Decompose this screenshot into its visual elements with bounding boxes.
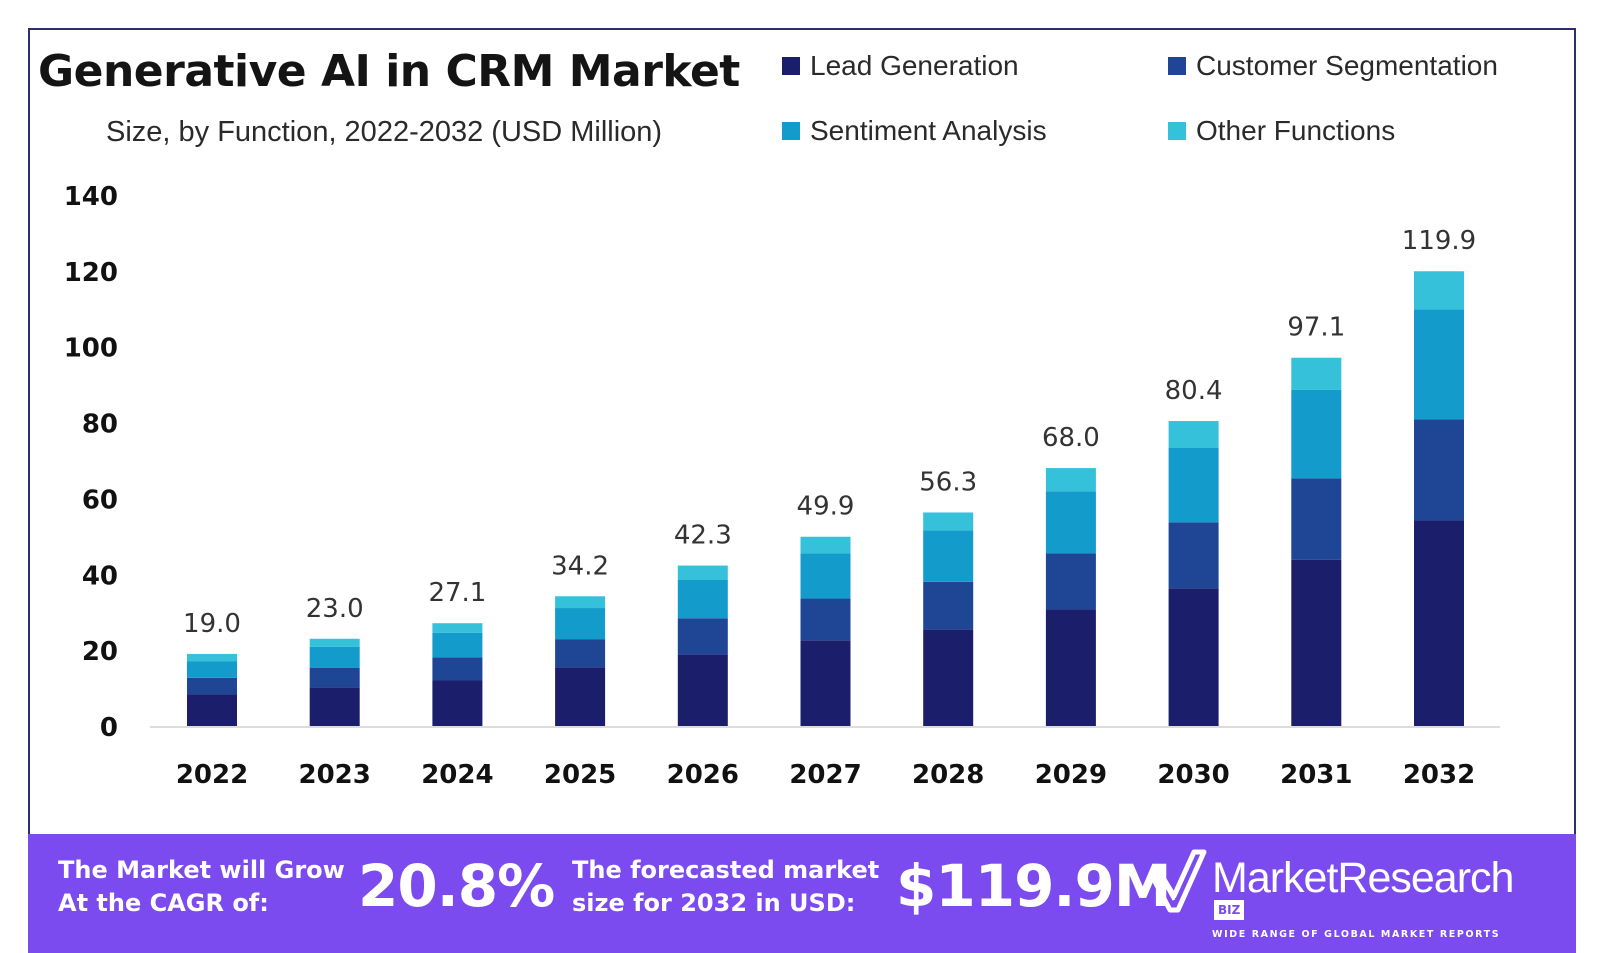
bar-segment-other-functions [923,512,974,531]
x-tick-label: 2027 [789,760,861,790]
bar-segment-sentiment-analysis [187,661,237,678]
bar-segment-customer-segmentation [555,639,606,668]
bar-segment-lead-generation [1168,588,1219,726]
x-tick-label: 2030 [1157,760,1229,790]
bar-segment-sentiment-analysis [309,646,360,668]
cagr-value: 20.8% [358,852,555,920]
legend-item-sentiment-analysis: Sentiment Analysis [782,115,1047,147]
bar-segment-customer-segmentation [1414,419,1464,521]
forecast-value: $119.9M [896,852,1172,920]
x-tick-label: 2029 [1035,760,1107,790]
bar-segment-sentiment-analysis [1291,389,1342,479]
x-tick-label: 2028 [912,760,984,790]
bar-segment-lead-generation [432,680,483,726]
legend-swatch-sentiment-analysis [782,122,800,140]
legend-swatch-other-functions [1168,122,1186,140]
legend-item-customer-segmentation: Customer Segmentation [1168,50,1498,82]
stacked-bar-chart: 0 20 40 60 80 100 120 140 19.0 2022 23.0 2023 27.1 20… [64,182,1500,790]
x-tick-label: 2026 [667,760,739,790]
legend-label: Lead Generation [810,50,1019,81]
bar-segment-customer-segmentation [187,677,237,695]
total-data-label: 80.4 [1165,376,1223,406]
brand-suffix: BIZ [1214,900,1245,920]
bar-segment-other-functions [1045,468,1096,492]
bar-segment-customer-segmentation [677,618,728,655]
bar-segment-other-functions [187,653,237,662]
x-tick-label: 2025 [544,760,616,790]
y-tick-label: 100 [64,334,118,364]
bar-segment-customer-segmentation [309,667,360,688]
bar-segment-customer-segmentation [1168,522,1219,589]
bar-segment-lead-generation [309,687,360,726]
bar-segment-other-functions [677,565,728,580]
x-tick-label: 2031 [1280,760,1352,790]
bar-segment-customer-segmentation [1045,553,1096,610]
checkmark-logo-icon [1149,849,1207,913]
legend-swatch-lead-generation [782,57,800,75]
y-tick-label: 60 [82,485,118,515]
bar-segment-other-functions [309,638,360,647]
bar-segment-other-functions [1414,271,1464,310]
legend-swatch-customer-segmentation [1168,57,1186,75]
bar-segment-sentiment-analysis [1168,447,1219,523]
forecast-text: The forecasted market size for 2032 in U… [572,856,880,917]
bar-segment-sentiment-analysis [677,579,728,619]
bar-segment-lead-generation [800,640,851,726]
bar-segment-lead-generation [923,629,974,726]
bar-segment-lead-generation [1414,520,1464,726]
bar-segment-sentiment-analysis [432,632,483,658]
bar-segment-other-functions [1291,357,1342,390]
x-tick-label: 2023 [299,760,371,790]
brand-logo: MarketResearchBIZ WIDE RANGE OF GLOBAL M… [1212,856,1542,940]
bar-segment-sentiment-analysis [555,608,606,640]
bar-segment-sentiment-analysis [1045,491,1096,554]
total-data-label: 119.9 [1402,226,1476,256]
total-data-label: 34.2 [551,551,609,581]
bar-segment-customer-segmentation [923,581,974,630]
bar-segment-lead-generation [555,667,606,726]
brand-name: MarketResearch [1212,854,1514,902]
chart-title: Generative AI in CRM Market [38,46,740,97]
total-data-label: 97.1 [1287,313,1345,343]
bar-segment-customer-segmentation [432,657,483,681]
x-tick-label: 2032 [1403,760,1475,790]
bar-segment-sentiment-analysis [1414,309,1464,420]
chart-subtitle: Size, by Function, 2022-2032 (USD Millio… [106,116,663,148]
bar-segment-lead-generation [187,694,237,726]
bar-segment-other-functions [800,536,851,554]
y-tick-label: 0 [100,713,118,743]
bar-segment-lead-generation [1291,559,1342,726]
bar-segment-other-functions [432,623,483,633]
legend-label: Customer Segmentation [1196,50,1498,81]
bar-segment-sentiment-analysis [800,553,851,599]
x-tick-label: 2022 [176,760,248,790]
legend-label: Sentiment Analysis [810,115,1047,146]
bar-segment-lead-generation [1045,609,1096,726]
total-data-label: 56.3 [919,467,977,497]
total-data-label: 23.0 [306,594,364,624]
total-data-label: 19.0 [183,609,241,639]
bar-segment-other-functions [555,596,606,609]
y-tick-label: 20 [82,637,118,667]
bar-segment-sentiment-analysis [923,530,974,582]
total-data-label: 49.9 [797,492,855,522]
y-tick-label: 80 [82,410,118,440]
bar-segment-customer-segmentation [800,598,851,641]
legend-label: Other Functions [1196,115,1396,146]
total-data-label: 42.3 [674,521,732,551]
legend-item-lead-generation: Lead Generation [782,50,1019,82]
legend-item-other-functions: Other Functions [1168,115,1395,147]
y-tick-label: 40 [82,561,118,591]
bar-segment-other-functions [1168,421,1219,448]
total-data-label: 68.0 [1042,423,1100,453]
bar-segment-lead-generation [677,654,728,726]
brand-tagline: WIDE RANGE OF GLOBAL MARKET REPORTS [1212,929,1501,940]
x-tick-label: 2024 [421,760,493,790]
growth-text: The Market will Grow At the CAGR of: [58,856,345,917]
bar-segment-customer-segmentation [1291,478,1342,560]
total-data-label: 27.1 [428,578,486,608]
y-tick-label: 120 [64,258,118,288]
y-tick-label: 140 [64,182,118,212]
summary-banner: The Market will Grow At the CAGR of: 20.… [28,834,1576,953]
